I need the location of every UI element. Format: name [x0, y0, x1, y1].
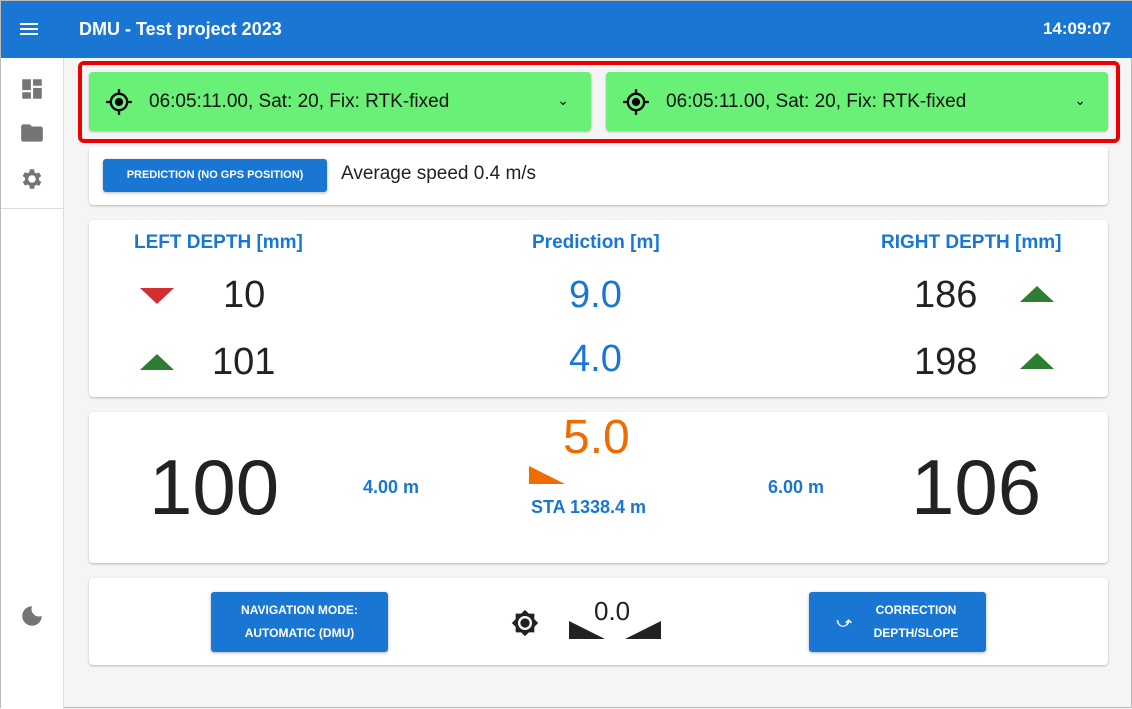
right-value: 106: [911, 443, 1042, 531]
sidebar-divider: [1, 208, 64, 209]
correction-icon: ⤻: [836, 613, 852, 630]
station: STA 1338.4 m: [531, 497, 647, 517]
gps-status-dropdown-right[interactable]: 06:05:11.00, Sat: 20, Fix: RTK-fixed ⌄: [606, 72, 1108, 131]
tilt-left-icon: [569, 621, 605, 639]
clock: 14:09:07: [1042, 19, 1111, 38]
gps-fixed-icon: [106, 88, 132, 115]
right-offset: 6.00 m: [768, 477, 825, 497]
main-values-card: 100 4.00 m 5.0 STA 1338.4 m 6.00 m 106: [89, 411, 1108, 563]
tilt-right-icon: [625, 621, 661, 639]
prediction-2: 4.0: [569, 338, 622, 380]
correction-line-1: CORRECTION: [875, 603, 957, 617]
arrow-down-icon: [140, 288, 174, 304]
gps-status-text: 06:05:11.00, Sat: 20, Fix: RTK-fixed: [149, 90, 450, 112]
controls-card: NAVIGATION MODE: AUTOMATIC (DMU) 0.0 ⤻ C…: [89, 578, 1108, 665]
left-value: 100: [149, 443, 280, 531]
prediction-card: PREDICTION (NO GPS POSITION) Average spe…: [89, 147, 1108, 205]
prediction-button[interactable]: PREDICTION (NO GPS POSITION): [103, 159, 327, 192]
chevron-down-icon: ⌄: [1074, 92, 1086, 108]
arrow-up-icon: [140, 354, 174, 370]
prediction-label: Prediction [m]: [532, 232, 660, 253]
left-depth-label: LEFT DEPTH [mm]: [134, 232, 303, 253]
slope-icon: [529, 466, 565, 484]
arrow-up-icon: [1020, 286, 1054, 302]
navigation-mode-button[interactable]: NAVIGATION MODE: AUTOMATIC (DMU): [211, 592, 388, 652]
right-depth-label: RIGHT DEPTH [mm]: [881, 232, 1062, 253]
tilt-value: 0.0: [594, 596, 631, 626]
chevron-down-icon: ⌄: [557, 92, 569, 108]
folder-icon[interactable]: [19, 120, 45, 146]
settings-icon[interactable]: [19, 166, 45, 192]
slope-value: 5.0: [563, 411, 630, 464]
average-speed: Average speed 0.4 m/s: [341, 163, 537, 184]
arrow-up-icon: [1020, 353, 1054, 369]
left-depth-1: 10: [223, 274, 266, 316]
left-offset: 4.00 m: [363, 477, 420, 497]
right-depth-2: 198: [914, 341, 978, 383]
dark-mode-icon[interactable]: [19, 603, 45, 629]
app-bar: DMU - Test project 2023 14:09:07: [1, 1, 1132, 58]
correction-line-2: DEPTH/SLOPE: [873, 626, 959, 640]
left-depth-2: 101: [212, 341, 276, 383]
depth-card: LEFT DEPTH [mm] Prediction [m] RIGHT DEP…: [89, 220, 1108, 397]
highlight-box: [78, 61, 1120, 143]
dashboard-icon[interactable]: [19, 76, 45, 102]
brightness-icon[interactable]: [511, 609, 539, 637]
nav-line-2: AUTOMATIC (DMU): [244, 626, 355, 640]
app-title: DMU - Test project 2023: [79, 19, 282, 39]
nav-line-1: NAVIGATION MODE:: [241, 603, 358, 617]
right-depth-1: 186: [914, 274, 978, 316]
sidebar: [1, 58, 64, 709]
correction-button[interactable]: ⤻ CORRECTION DEPTH/SLOPE: [809, 592, 986, 652]
gps-status-dropdown-left[interactable]: 06:05:11.00, Sat: 20, Fix: RTK-fixed ⌄: [89, 72, 591, 131]
prediction-1: 9.0: [569, 274, 622, 316]
gps-fixed-icon: [623, 88, 649, 115]
menu-icon[interactable]: [20, 20, 38, 38]
gps-status-text: 06:05:11.00, Sat: 20, Fix: RTK-fixed: [666, 90, 967, 112]
